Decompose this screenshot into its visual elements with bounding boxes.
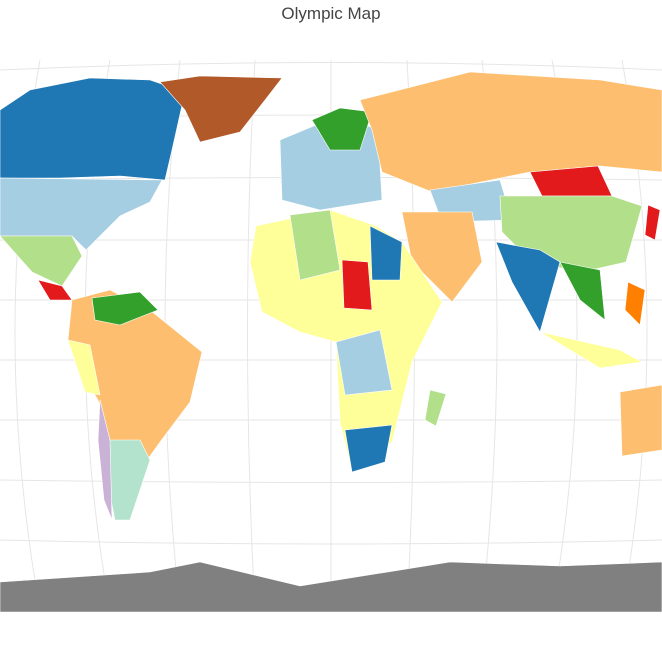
middle-east[interactable] <box>401 211 483 303</box>
japan[interactable] <box>644 204 661 241</box>
antarctica[interactable] <box>0 561 662 613</box>
colombia-venezuela[interactable] <box>91 291 159 326</box>
canada[interactable] <box>0 77 186 181</box>
scandinavia[interactable] <box>311 107 373 151</box>
chile[interactable] <box>97 399 113 521</box>
indonesia[interactable] <box>539 331 643 369</box>
southeast-asia[interactable] <box>559 261 606 321</box>
south-africa[interactable] <box>344 424 393 473</box>
peru[interactable] <box>67 339 101 396</box>
chad[interactable] <box>341 259 373 311</box>
drc[interactable] <box>335 329 393 396</box>
russia[interactable] <box>359 71 662 193</box>
egypt[interactable] <box>369 225 403 281</box>
india[interactable] <box>495 241 561 333</box>
greenland[interactable] <box>159 75 283 143</box>
madagascar[interactable] <box>424 389 447 427</box>
philippines[interactable] <box>624 281 646 326</box>
algeria[interactable] <box>289 209 341 281</box>
australia[interactable] <box>619 384 662 457</box>
map-title: Olympic Map <box>281 4 381 23</box>
countries <box>0 71 662 613</box>
mexico[interactable] <box>0 235 83 287</box>
